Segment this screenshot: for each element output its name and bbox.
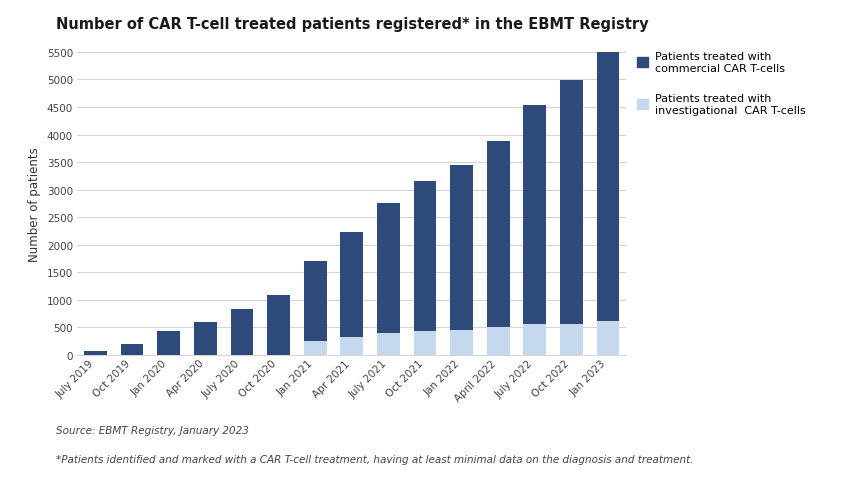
Bar (523, 324, 547, 355)
Bar (84, 351, 107, 355)
Bar (267, 296, 290, 355)
Bar (596, 50, 619, 321)
Bar (486, 141, 510, 327)
Text: Source: EBMT Registry, January 2023: Source: EBMT Registry, January 2023 (56, 425, 249, 435)
Bar (121, 344, 143, 355)
Text: Number of CAR T-cell treated patients registered* in the EBMT Registry: Number of CAR T-cell treated patients re… (56, 17, 649, 32)
Bar (596, 321, 619, 355)
Bar (560, 81, 583, 324)
Bar (377, 204, 400, 333)
Bar (304, 262, 327, 341)
Bar (341, 233, 363, 337)
Text: *Patients identified and marked with a CAR T-cell treatment, having at least min: *Patients identified and marked with a C… (56, 454, 693, 464)
Bar (377, 333, 400, 355)
Bar (450, 330, 473, 355)
Bar (157, 332, 180, 355)
Bar (341, 337, 363, 355)
Bar (560, 324, 583, 355)
Bar (231, 310, 253, 355)
Bar (486, 327, 510, 355)
Bar (194, 323, 217, 355)
Bar (414, 182, 437, 332)
Bar (414, 332, 437, 355)
Bar (450, 166, 473, 330)
Bar (523, 106, 547, 324)
Legend: Patients treated with
commercial CAR T-cells, Patients treated with
investigatio: Patients treated with commercial CAR T-c… (637, 52, 806, 115)
Y-axis label: Number of patients: Number of patients (28, 147, 41, 261)
Bar (304, 341, 327, 355)
